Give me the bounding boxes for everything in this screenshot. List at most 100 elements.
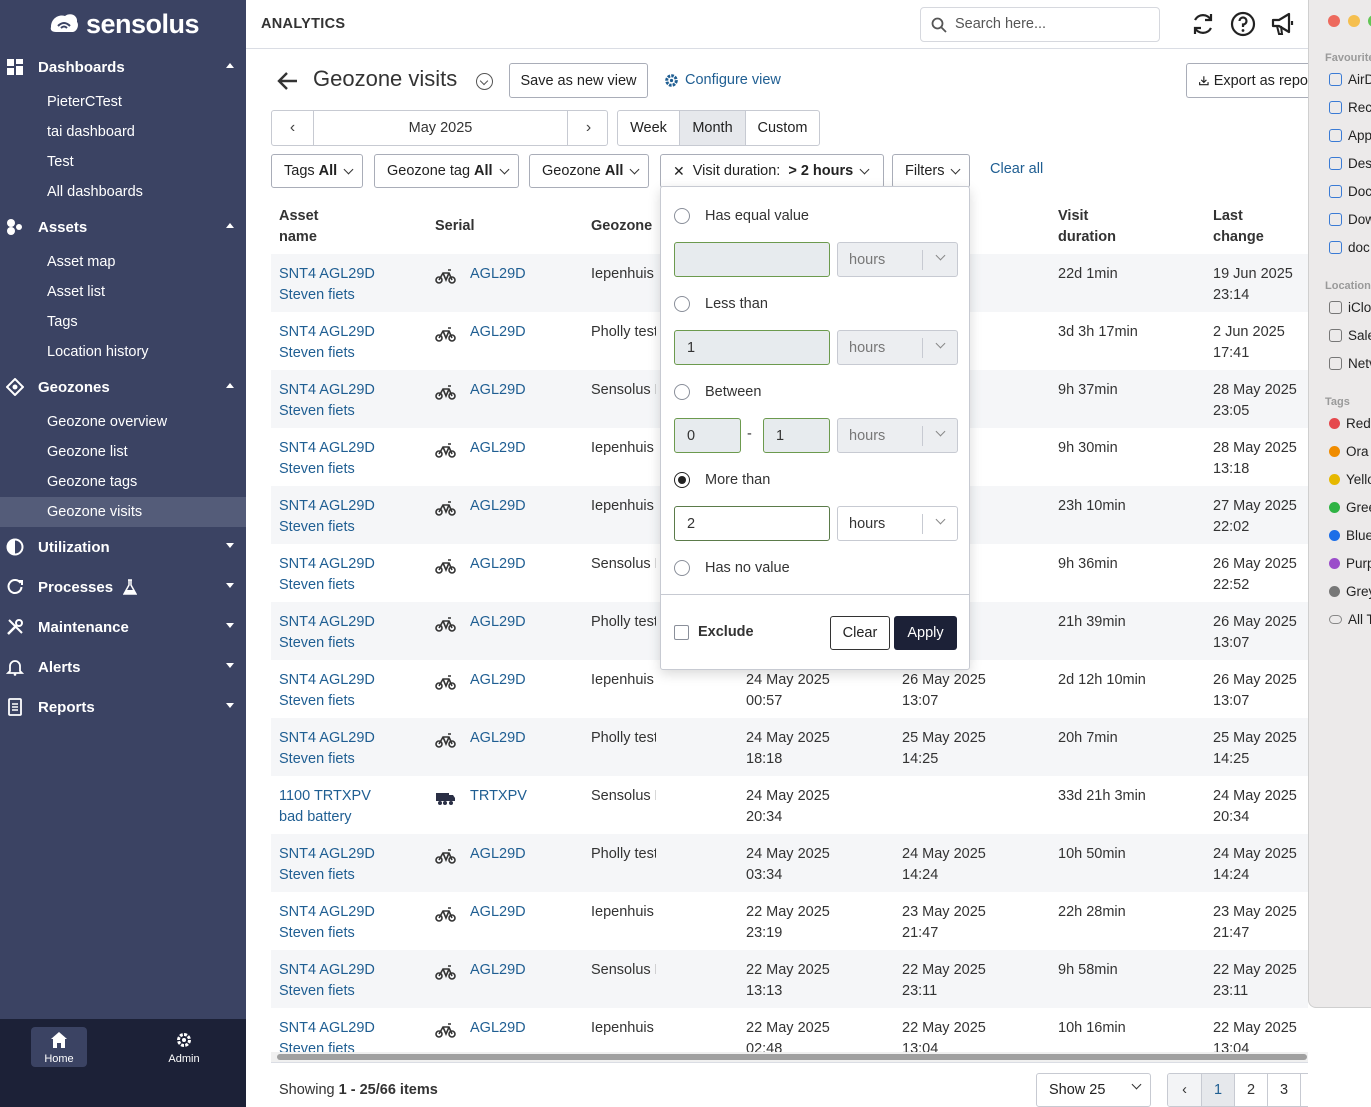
table-row[interactable]: SNT4 AGL29D Steven fiets AGL29D Sensolus HQ… (271, 950, 1308, 1008)
asset-name-link[interactable]: 1100 TRTXPV bad battery (279, 786, 371, 828)
finder-tag-item[interactable]: Gree (1329, 500, 1371, 515)
serial-link[interactable]: AGL29D (470, 846, 526, 862)
option-between[interactable]: Between (674, 384, 761, 400)
clear-button[interactable]: Clear (830, 616, 890, 650)
table-row[interactable]: SNT4 AGL29D Steven fiets AGL29D Iepenhuis 22… (271, 892, 1308, 950)
finder-all-tags[interactable]: All T (1329, 612, 1371, 627)
asset-name-link[interactable]: SNT4 AGL29D Steven fiets (279, 670, 375, 712)
table-row[interactable]: SNT4 AGL29D Steven fiets AGL29D Sensolus H 2… (271, 544, 1308, 602)
sidebar-section-maintenance[interactable]: Maintenance (0, 607, 246, 647)
option-has-equal-value[interactable]: Has equal value (674, 208, 809, 224)
export-button[interactable]: Export as repo (1186, 63, 1308, 98)
visit-duration-filter[interactable]: ✕ Visit duration: > 2 hours (660, 154, 884, 188)
between-unit-select[interactable]: hours (837, 418, 958, 453)
radio-button[interactable] (674, 208, 690, 224)
save-as-new-view-button[interactable]: Save as new view (509, 63, 648, 98)
column-header-visit-duration[interactable]: Visit duration (1058, 206, 1116, 248)
sidebar-section-reports[interactable]: Reports (0, 687, 246, 727)
asset-name-link[interactable]: SNT4 AGL29D Steven fiets (279, 612, 375, 654)
serial-link[interactable]: AGL29D (470, 672, 526, 688)
equal-unit-select[interactable]: hours (837, 242, 958, 277)
tab-month[interactable]: Month (679, 111, 745, 145)
tab-week[interactable]: Week (630, 120, 667, 136)
remove-filter-icon[interactable]: ✕ (673, 162, 685, 179)
more-than-input[interactable]: 2 (674, 506, 830, 541)
finder-favourite-item[interactable]: AirD (1329, 72, 1371, 87)
radio-button-selected[interactable] (674, 472, 690, 488)
finder-tag-item[interactable]: Red (1329, 416, 1371, 431)
page-3-button[interactable]: 3 (1267, 1074, 1300, 1106)
finder-tag-item[interactable]: Blue (1329, 528, 1371, 543)
finder-favourite-item[interactable]: App (1329, 128, 1371, 143)
geozone-tag-filter[interactable]: Geozone tag All (374, 154, 519, 188)
option-has-no-value[interactable]: Has no value (674, 560, 790, 576)
sidebar-section-processes[interactable]: Processes (0, 567, 246, 607)
view-dropdown-icon[interactable] (476, 73, 493, 90)
radio-button[interactable] (674, 296, 690, 312)
sidebar-item-geozone-overview[interactable]: Geozone overview (47, 414, 168, 430)
sidebar-item-geozone-visits[interactable]: Geozone visits (0, 497, 246, 527)
less-unit-select[interactable]: hours (837, 330, 958, 365)
prev-page-button[interactable]: ‹ (1168, 1074, 1201, 1106)
megaphone-icon[interactable] (1270, 11, 1296, 37)
sidebar-item-asset-list[interactable]: Asset list (47, 284, 106, 300)
refresh-icon[interactable] (1190, 11, 1216, 37)
more-filters-button[interactable]: Filters (892, 154, 971, 188)
back-arrow-icon[interactable] (277, 70, 299, 92)
home-button[interactable]: Home (31, 1027, 87, 1067)
window-zoom-icon[interactable] (1368, 15, 1371, 27)
asset-name-link[interactable]: SNT4 AGL29D Steven fiets (279, 380, 375, 422)
serial-link[interactable]: AGL29D (470, 266, 526, 282)
serial-link[interactable]: AGL29D (470, 440, 526, 456)
sidebar-item-all-dashboards[interactable]: All dashboards (47, 184, 143, 200)
serial-link[interactable]: TRTXPV (470, 788, 527, 804)
next-period-button[interactable]: › (585, 119, 592, 136)
sidebar-section-alerts[interactable]: Alerts (0, 647, 246, 687)
finder-tag-item[interactable]: Grey (1329, 584, 1371, 599)
scrollbar-thumb[interactable] (277, 1054, 1307, 1060)
sidebar-section-assets[interactable]: Assets (0, 207, 246, 247)
window-minimize-icon[interactable] (1348, 15, 1360, 27)
search-box[interactable] (920, 7, 1160, 42)
serial-link[interactable]: AGL29D (470, 324, 526, 340)
column-header-last-change[interactable]: Last change (1213, 206, 1264, 248)
geozone-filter[interactable]: Geozone All (529, 154, 650, 188)
column-header-asset-name[interactable]: Asset name (279, 206, 319, 248)
serial-link[interactable]: AGL29D (470, 498, 526, 514)
asset-name-link[interactable]: SNT4 AGL29D Steven fiets (279, 844, 375, 886)
serial-link[interactable]: AGL29D (470, 904, 526, 920)
sidebar-item-tai-dashboard[interactable]: tai dashboard (47, 124, 135, 140)
help-icon[interactable] (1230, 11, 1256, 37)
equal-value-input[interactable] (674, 242, 830, 277)
serial-link[interactable]: AGL29D (470, 962, 526, 978)
column-header-serial[interactable]: Serial (435, 218, 475, 234)
serial-link[interactable]: AGL29D (470, 382, 526, 398)
page-size-select[interactable]: Show 25 (1036, 1073, 1151, 1107)
finder-favourite-item[interactable]: Rec (1329, 100, 1371, 115)
asset-name-link[interactable]: SNT4 AGL29D Steven fiets (279, 1018, 375, 1052)
table-row[interactable]: 1100 TRTXPV bad battery TRTXPV Sensolus HQ 2… (271, 776, 1308, 834)
prev-period-button[interactable]: ‹ (289, 119, 296, 136)
sidebar-section-utilization[interactable]: Utilization (0, 527, 246, 567)
option-less-than[interactable]: Less than (674, 296, 768, 312)
page-1-button[interactable]: 1 (1201, 1074, 1234, 1106)
configure-view-button[interactable]: Configure view (664, 72, 781, 88)
tab-custom[interactable]: Custom (745, 111, 819, 145)
finder-location-item[interactable]: Netv (1329, 356, 1371, 371)
sidebar-item-tags[interactable]: Tags (47, 314, 78, 330)
sidebar-item-asset-map[interactable]: Asset map (47, 254, 116, 270)
finder-location-item[interactable]: Sale (1329, 328, 1371, 343)
finder-favourite-item[interactable]: Doc (1329, 184, 1371, 199)
clear-all-link[interactable]: Clear all (990, 161, 1044, 177)
apply-button[interactable]: Apply (894, 616, 957, 650)
asset-name-link[interactable]: SNT4 AGL29D Steven fiets (279, 264, 375, 306)
asset-name-link[interactable]: SNT4 AGL29D Steven fiets (279, 438, 375, 480)
finder-favourite-item[interactable]: Dow (1329, 212, 1371, 227)
asset-name-link[interactable]: SNT4 AGL29D Steven fiets (279, 960, 375, 1002)
radio-button[interactable] (674, 560, 690, 576)
finder-location-item[interactable]: iClo (1329, 300, 1371, 315)
window-close-icon[interactable] (1328, 15, 1340, 27)
sidebar-item-geozone-tags[interactable]: Geozone tags (47, 474, 138, 490)
sidebar-section-dashboards[interactable]: Dashboards (0, 47, 246, 87)
